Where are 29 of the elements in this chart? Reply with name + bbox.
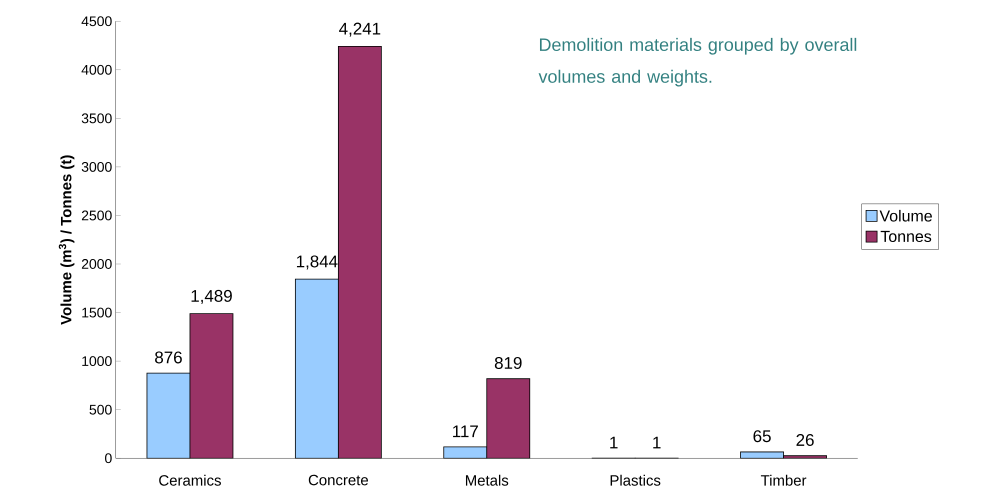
- y-tick-label: 1000: [82, 356, 112, 366]
- data-label: 1,844: [296, 255, 338, 270]
- data-label: 65: [754, 430, 771, 442]
- data-label: 4,241: [339, 22, 380, 37]
- x-tick-label: Ceramics: [159, 474, 221, 486]
- legend-label: Volume: [880, 210, 932, 222]
- y-tick-label: 4000: [82, 64, 112, 75]
- data-label: 876: [155, 351, 182, 364]
- y-tick-label: 1500: [82, 308, 112, 318]
- x-tick-label: Plastics: [610, 474, 660, 486]
- data-label: 819: [494, 356, 522, 369]
- y-tick-label: 3000: [82, 162, 112, 172]
- x-tick-label: Concrete: [308, 474, 368, 486]
- data-label: 26: [796, 434, 814, 446]
- legend-label: Tonnes: [880, 230, 932, 242]
- data-label: 1: [610, 436, 618, 448]
- y-axis-title: Volume (m$^{3}$) / Tonnes (t): [58, 155, 74, 325]
- y-tick-label: 500: [90, 404, 112, 415]
- y-tick-label: 2000: [82, 259, 112, 269]
- y-tick-label: 0: [105, 453, 112, 464]
- data-label: 117: [453, 425, 478, 438]
- x-tick-label: Timber: [760, 474, 806, 486]
- data-label: 1: [653, 436, 661, 448]
- y-tick-label: 3500: [82, 113, 112, 124]
- y-tick-label: 4500: [82, 16, 112, 26]
- annotation: Demolition materials grouped by overall volumes and weights.: [538, 38, 856, 86]
- x-tick-label: Metals: [466, 474, 508, 486]
- y-tick-label: 2500: [82, 210, 112, 220]
- data-label: 1,489: [192, 290, 232, 304]
